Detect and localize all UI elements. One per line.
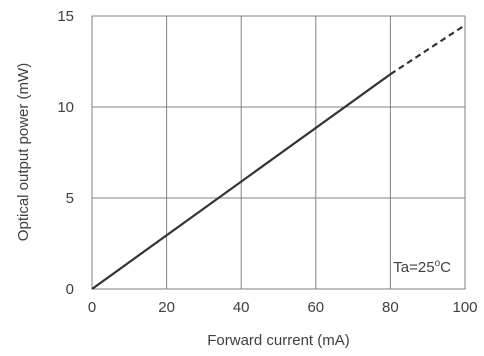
series-layer: [91, 24, 466, 290]
x-tick-label: 40: [233, 299, 250, 316]
temperature-annotation: Ta=25oC: [393, 258, 451, 276]
y-tick-label: 5: [66, 190, 74, 207]
x-tick-label: 0: [88, 299, 96, 316]
x-tick-label: 20: [158, 299, 175, 316]
x-tick-label: 80: [382, 299, 399, 316]
x-axis-label: Forward current (mA): [207, 332, 350, 349]
y-tick-label: 0: [66, 281, 74, 298]
y-tick-label: 15: [57, 8, 74, 25]
series-line-dashed: [389, 24, 466, 76]
y-axis-label: Optical output power (mW): [15, 63, 32, 241]
x-tick-label: 60: [307, 299, 324, 316]
x-tick-label: 100: [452, 299, 477, 316]
y-tick-label: 10: [57, 99, 74, 116]
plot-frame: [91, 15, 466, 290]
series-line-solid: [91, 73, 392, 290]
x-tick-labels: 0 20 40 60 80 100: [88, 299, 478, 316]
y-tick-labels: 0 5 10 15: [57, 8, 74, 298]
